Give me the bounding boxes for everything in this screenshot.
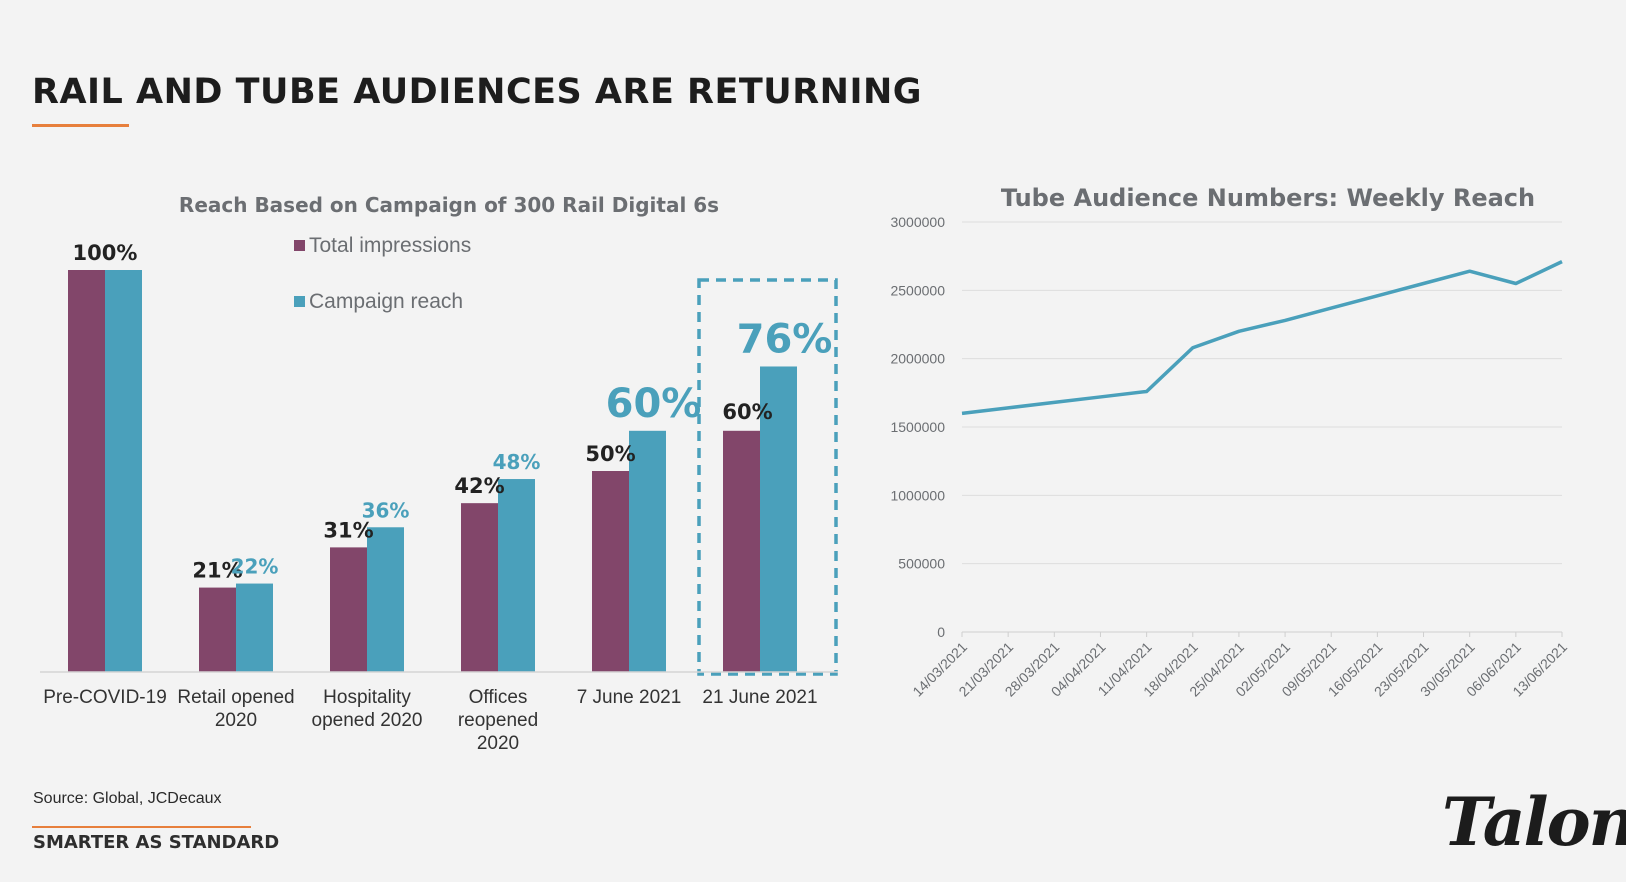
source-note: Source: Global, JCDecaux <box>33 790 222 807</box>
weekly-reach-line <box>961 260 1563 416</box>
bar-reach-4 <box>629 430 666 672</box>
bar-reach-1 <box>236 583 273 672</box>
bar-impressions-1 <box>199 587 236 672</box>
data-label-8: 60% <box>606 381 702 427</box>
data-label-9: 60% <box>722 400 772 424</box>
category-label-3-2: 2020 <box>477 733 519 754</box>
data-label-3: 31% <box>323 518 373 542</box>
footer-divider <box>32 826 251 828</box>
bar-chart-title: Reach Based on Campaign of 300 Rail Digi… <box>179 193 719 217</box>
category-label-2-1: opened 2020 <box>312 710 423 731</box>
bar-impressions-2 <box>330 547 367 672</box>
y-tick-label-5: 2500000 <box>890 282 945 298</box>
y-tick-label-2: 1000000 <box>890 487 945 503</box>
y-tick-label-6: 3000000 <box>890 214 945 230</box>
bar-impressions-4 <box>592 471 629 672</box>
y-tick-label-1: 500000 <box>898 556 945 572</box>
data-label-6: 48% <box>493 450 541 474</box>
category-label-4-0: 7 June 2021 <box>577 687 682 708</box>
legend-label-0: Total impressions <box>309 234 471 257</box>
data-label-0: 100% <box>73 241 138 265</box>
footer-tagline: SMARTER AS STANDARD <box>33 832 280 853</box>
category-label-3-1: reopened <box>458 710 538 731</box>
category-label-1-1: 2020 <box>215 710 257 731</box>
bar-impressions-3 <box>461 503 498 672</box>
bar-impressions-0 <box>68 270 105 672</box>
line-chart-title: Tube Audience Numbers: Weekly Reach <box>1001 184 1535 212</box>
data-label-5: 42% <box>454 474 504 498</box>
category-label-5-0: 21 June 2021 <box>702 687 817 708</box>
y-tick-label-0: 0 <box>937 624 945 640</box>
data-label-7: 50% <box>585 442 635 466</box>
category-label-0-0: Pre-COVID-19 <box>43 687 167 708</box>
bar-impressions-5 <box>723 430 760 672</box>
bar-reach-3 <box>498 479 535 672</box>
category-label-3-0: Offices <box>469 687 528 708</box>
y-tick-label-4: 2000000 <box>890 351 945 367</box>
bar-reach-5 <box>760 366 797 672</box>
highlight-box <box>697 278 838 676</box>
category-label-2-0: Hospitality <box>323 687 411 708</box>
talon-logo: Talon <box>1442 783 1626 861</box>
bar-reach-0 <box>105 270 142 672</box>
y-tick-label-3: 1500000 <box>890 419 945 435</box>
bar-reach-2 <box>367 527 404 672</box>
data-label-2: 22% <box>231 555 279 579</box>
data-label-4: 36% <box>362 498 410 522</box>
legend-label-1: Campaign reach <box>309 290 463 313</box>
legend-swatch-1 <box>294 296 305 307</box>
legend-swatch-0 <box>294 240 305 251</box>
page-title: RAIL AND TUBE AUDIENCES ARE RETURNING <box>32 72 922 112</box>
data-label-10: 76% <box>737 316 833 362</box>
data-label-1: 21% <box>192 559 242 583</box>
category-label-1-0: Retail opened <box>177 687 294 708</box>
title-underline <box>32 124 129 127</box>
